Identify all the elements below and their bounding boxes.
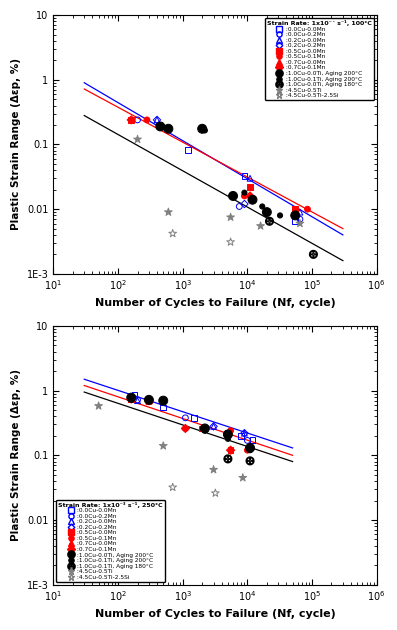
Legend:  :0.0Cu-0.0Mn,  :0.0Cu-0.2Mn,  :0.2Cu-0.0Mn,  :0.2Cu-0.2Mn,  :0.5Cu-0.0Mn,  :0.5: :0.0Cu-0.0Mn, :0.0Cu-0.2Mn, :0.2Cu-0.0Mn… [56, 500, 165, 581]
Point [146, 396, 152, 406]
Point [225, 430, 231, 440]
Point [128, 394, 135, 404]
Point [247, 191, 253, 201]
Point [230, 191, 236, 201]
Point [227, 445, 234, 455]
Point [191, 413, 197, 423]
Point [292, 204, 299, 214]
Point [128, 392, 135, 403]
Point [170, 483, 176, 493]
Point [128, 115, 135, 125]
Point [297, 219, 303, 229]
Point [241, 188, 248, 198]
Point [165, 123, 172, 134]
Point [199, 423, 205, 433]
Point [128, 394, 135, 404]
Point [185, 145, 191, 155]
Point [259, 202, 266, 212]
Point [241, 191, 248, 201]
Point [134, 134, 141, 144]
Point [154, 115, 160, 125]
Point [95, 401, 102, 411]
Legend:  :0.0Cu-0.0Mn,  :0.0Cu-0.2Mn,  :0.2Cu-0.0Mn,  :0.2Cu-0.2Mn,  :0.5Cu-0.0Mn,  :0.5: :0.0Cu-0.0Mn, :0.0Cu-0.2Mn, :0.2Cu-0.0Mn… [265, 18, 374, 100]
Point [244, 445, 251, 455]
Point [292, 204, 299, 214]
Point [244, 435, 251, 445]
Point [128, 395, 135, 405]
Point [277, 210, 283, 220]
Point [247, 173, 253, 183]
Point [182, 423, 189, 433]
Point [131, 390, 138, 400]
Point [202, 426, 208, 436]
Point [264, 207, 270, 217]
Point [128, 115, 135, 125]
Y-axis label: Plastic Strain Range (Δεp, %): Plastic Strain Range (Δεp, %) [11, 369, 21, 541]
Point [247, 182, 253, 192]
Point [182, 423, 189, 433]
Point [310, 249, 316, 260]
Point [257, 221, 264, 231]
Point [247, 443, 253, 453]
Point [154, 115, 160, 125]
Point [199, 123, 205, 134]
Point [304, 204, 310, 214]
Point [160, 396, 166, 406]
Point [165, 207, 172, 217]
Point [241, 199, 248, 209]
Point [134, 395, 141, 405]
Point [225, 428, 231, 438]
Point [297, 207, 303, 217]
Point [249, 195, 256, 205]
Point [227, 237, 234, 247]
Point [240, 472, 246, 483]
Point [227, 445, 234, 455]
Point [202, 423, 208, 433]
Point [134, 396, 141, 406]
Point [128, 392, 135, 403]
Point [225, 431, 231, 441]
Point [227, 426, 234, 436]
X-axis label: Number of Cycles to Failure (Nf, cycle): Number of Cycles to Failure (Nf, cycle) [94, 298, 335, 308]
Point [247, 445, 253, 455]
Point [144, 115, 150, 125]
Point [146, 396, 152, 406]
Point [146, 396, 152, 406]
Point [227, 212, 234, 222]
Point [249, 435, 256, 445]
Point [210, 464, 217, 474]
Point [297, 214, 303, 224]
Point [160, 122, 166, 132]
Point [146, 395, 152, 405]
Point [128, 395, 135, 405]
Point [210, 421, 217, 432]
Point [236, 202, 243, 212]
Y-axis label: Plastic Strain Range (Δεp, %): Plastic Strain Range (Δεp, %) [11, 59, 21, 231]
Point [241, 428, 248, 438]
Point [146, 395, 152, 405]
Point [210, 421, 217, 432]
Point [160, 441, 166, 451]
Point [160, 403, 166, 413]
Point [182, 413, 189, 423]
Point [247, 456, 253, 466]
Point [212, 488, 219, 498]
Point [292, 216, 299, 226]
Point [157, 122, 164, 132]
Point [225, 454, 231, 464]
X-axis label: Number of Cycles to Failure (Nf, cycle): Number of Cycles to Failure (Nf, cycle) [94, 609, 335, 619]
Point [134, 115, 141, 125]
Point [146, 396, 152, 406]
Point [241, 428, 248, 438]
Point [170, 229, 176, 239]
Point [225, 434, 231, 444]
Point [202, 125, 208, 135]
Point [241, 171, 248, 181]
Point [292, 210, 299, 220]
Point [238, 431, 244, 441]
Point [266, 216, 273, 226]
